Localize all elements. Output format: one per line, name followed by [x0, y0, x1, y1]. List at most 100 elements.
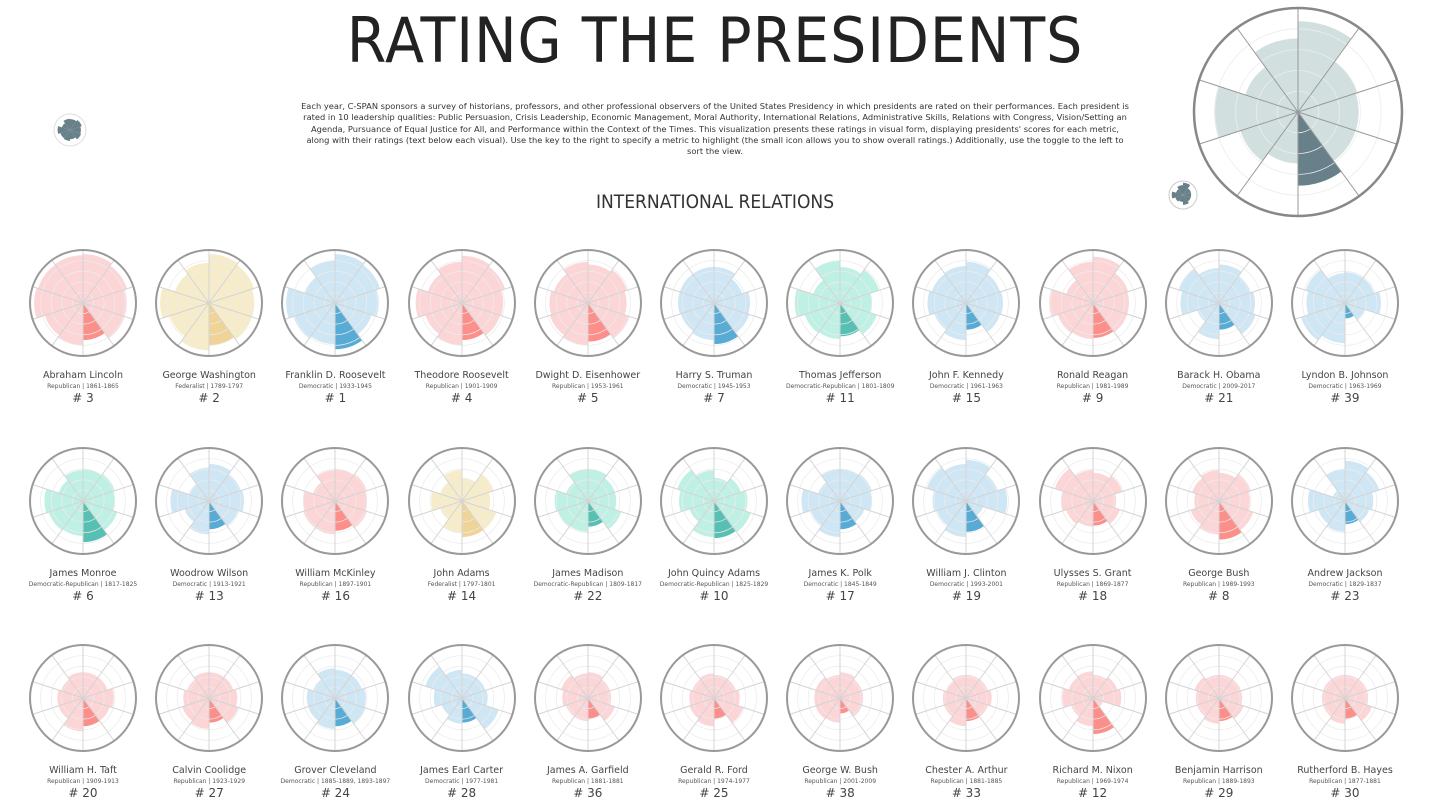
president-card[interactable]: William McKinley Republican | 1897-1901 # … — [272, 446, 398, 603]
metric-wedge — [308, 698, 336, 721]
president-card[interactable]: Lyndon B. Johnson Democratic | 1963-1969 #… — [1282, 248, 1408, 405]
president-card[interactable]: George Washington Federalist | 1789-1797 #… — [146, 248, 272, 405]
president-card[interactable]: Calvin Coolidge Republican | 1923-1929 # 2… — [146, 643, 272, 800]
spoke-line — [284, 500, 336, 518]
spoke-line — [1344, 697, 1377, 742]
metric-wedge — [587, 698, 615, 721]
president-card[interactable]: James Madison Democratic-Republican | 180… — [525, 446, 651, 603]
president-card[interactable]: William J. Clinton Democratic | 1993-2001… — [903, 446, 1029, 603]
president-name: Gerald R. Ford — [680, 765, 748, 776]
president-rose-chart[interactable] — [280, 446, 390, 556]
spoke-line — [808, 500, 841, 544]
president-rose-chart[interactable] — [407, 248, 517, 358]
metric-key-chart[interactable] — [1190, 4, 1406, 220]
metric-wedge — [679, 273, 714, 303]
president-rose-chart[interactable] — [785, 643, 895, 753]
highlighted-metric-wedge — [335, 303, 363, 350]
president-rose-chart[interactable] — [785, 248, 895, 358]
president-card[interactable]: Barack H. Obama Democratic | 2009-2017 # 2… — [1156, 248, 1282, 405]
metric-wedge — [801, 488, 841, 513]
president-rose-chart[interactable] — [785, 446, 895, 556]
president-rose-chart[interactable] — [533, 248, 643, 358]
president-rose-chart[interactable] — [659, 643, 769, 753]
president-rose-chart[interactable] — [1164, 248, 1274, 358]
president-rose-chart[interactable] — [1164, 446, 1274, 556]
president-card[interactable]: Gerald R. Ford Republican | 1974-1977 # 25 — [651, 643, 777, 800]
sort-toggle-icon[interactable] — [53, 113, 87, 147]
president-card[interactable]: Theodore Roosevelt Republican | 1901-1909… — [399, 248, 525, 405]
president-card[interactable]: Benjamin Harrison Republican | 1889-1893 #… — [1156, 643, 1282, 800]
president-rose-chart[interactable] — [533, 643, 643, 753]
president-card[interactable]: Ronald Reagan Republican | 1981-1989 # 9 — [1030, 248, 1156, 405]
president-rose-chart[interactable] — [1038, 643, 1148, 753]
metric-wedge — [1092, 291, 1129, 315]
president-rose-chart[interactable] — [407, 643, 517, 753]
spoke-line — [915, 302, 967, 320]
president-rose-chart[interactable] — [28, 446, 138, 556]
president-card[interactable]: Harry S. Truman Democratic | 1945-1953 # 7 — [651, 248, 777, 405]
president-rose-chart[interactable] — [911, 446, 1021, 556]
president-rose-chart[interactable] — [154, 446, 264, 556]
spoke-line — [1236, 111, 1299, 197]
spoke-line — [82, 697, 115, 742]
president-rose-chart[interactable] — [1038, 446, 1148, 556]
president-rose-chart[interactable] — [28, 643, 138, 753]
president-rose-chart[interactable] — [1164, 643, 1274, 753]
president-card[interactable]: Dwight D. Eisenhower Republican | 1953-19… — [525, 248, 651, 405]
president-card[interactable]: Chester A. Arthur Republican | 1881-1885 #… — [903, 643, 1029, 800]
metric-wedge — [209, 489, 245, 512]
president-rose-chart[interactable] — [28, 248, 138, 358]
president-rose-chart[interactable] — [407, 446, 517, 556]
president-card[interactable]: John Adams Federalist | 1797-1801 # 14 — [399, 446, 525, 603]
highlighted-metric-wedge — [1298, 112, 1342, 186]
president-rose-chart[interactable] — [911, 643, 1021, 753]
spoke-line — [1092, 457, 1125, 501]
president-rose-chart[interactable] — [1290, 248, 1400, 358]
president-card[interactable]: James A. Garfield Republican | 1881-1881 #… — [525, 643, 651, 800]
president-party-term: Republican | 1877-1881 — [1309, 778, 1381, 785]
president-card[interactable]: James Earl Carter Democratic | 1977-1981 #… — [399, 643, 525, 800]
president-card[interactable]: Abraham Lincoln Republican | 1861-1865 # 3 — [20, 248, 146, 405]
president-card[interactable]: John F. Kennedy Democratic | 1961-1963 # 1… — [903, 248, 1029, 405]
president-card[interactable]: Richard M. Nixon Republican | 1969-1974 # … — [1030, 643, 1156, 800]
president-card[interactable]: William H. Taft Republican | 1909-1913 # 2… — [20, 643, 146, 800]
president-rose-chart[interactable] — [280, 643, 390, 753]
spoke-line — [82, 500, 115, 544]
president-rose-chart[interactable] — [154, 248, 264, 358]
sort-toggle[interactable] — [53, 113, 87, 151]
president-card[interactable]: Andrew Jackson Democratic | 1829-1837 # 23 — [1282, 446, 1408, 603]
president-rose-chart[interactable] — [1038, 248, 1148, 358]
president-card[interactable]: Woodrow Wilson Democratic | 1913-1921 # 13 — [146, 446, 272, 603]
overall-rating-button[interactable] — [1167, 179, 1199, 215]
president-rose-chart[interactable] — [280, 248, 390, 358]
overall-rating-icon[interactable] — [1167, 179, 1199, 211]
president-card[interactable]: Rutherford B. Hayes Republican | 1877-188… — [1282, 643, 1408, 800]
president-rose-chart[interactable] — [533, 446, 643, 556]
metric-wedge — [1298, 93, 1359, 131]
spoke-line — [934, 654, 967, 699]
president-card[interactable]: George W. Bush Republican | 2001-2009 # 38 — [777, 643, 903, 800]
president-card[interactable]: George Bush Republican | 1989-1993 # 8 — [1156, 446, 1282, 603]
president-card[interactable]: John Quincy Adams Democratic-Republican |… — [651, 446, 777, 603]
metric-wedge — [335, 289, 380, 317]
president-rose-chart[interactable] — [1290, 643, 1400, 753]
president-card[interactable]: Thomas Jefferson Democratic-Republican | … — [777, 248, 903, 405]
president-card[interactable]: James K. Polk Democratic | 1845-1849 # 17 — [777, 446, 903, 603]
metric-wedge — [840, 698, 863, 717]
president-card[interactable]: James Monroe Democratic-Republican | 1817… — [20, 446, 146, 603]
president-rose-chart[interactable] — [659, 446, 769, 556]
spoke-line — [587, 697, 639, 715]
president-rose-chart[interactable] — [154, 643, 264, 753]
president-rose-chart[interactable] — [659, 248, 769, 358]
president-rose-chart[interactable] — [1290, 446, 1400, 556]
metric-key[interactable] — [1190, 4, 1406, 224]
president-rose-chart[interactable] — [911, 248, 1021, 358]
metric-wedge — [439, 481, 462, 501]
outer-ring — [660, 446, 768, 555]
president-card[interactable]: Ulysses S. Grant Republican | 1869-1877 # … — [1030, 446, 1156, 603]
president-card[interactable]: Grover Cleveland Democratic | 1885-1889, … — [272, 643, 398, 800]
spoke-line — [1092, 302, 1125, 347]
spoke-line — [209, 500, 260, 518]
metric-wedge — [587, 477, 615, 501]
president-card[interactable]: Franklin D. Roosevelt Democratic | 1933-1… — [272, 248, 398, 405]
